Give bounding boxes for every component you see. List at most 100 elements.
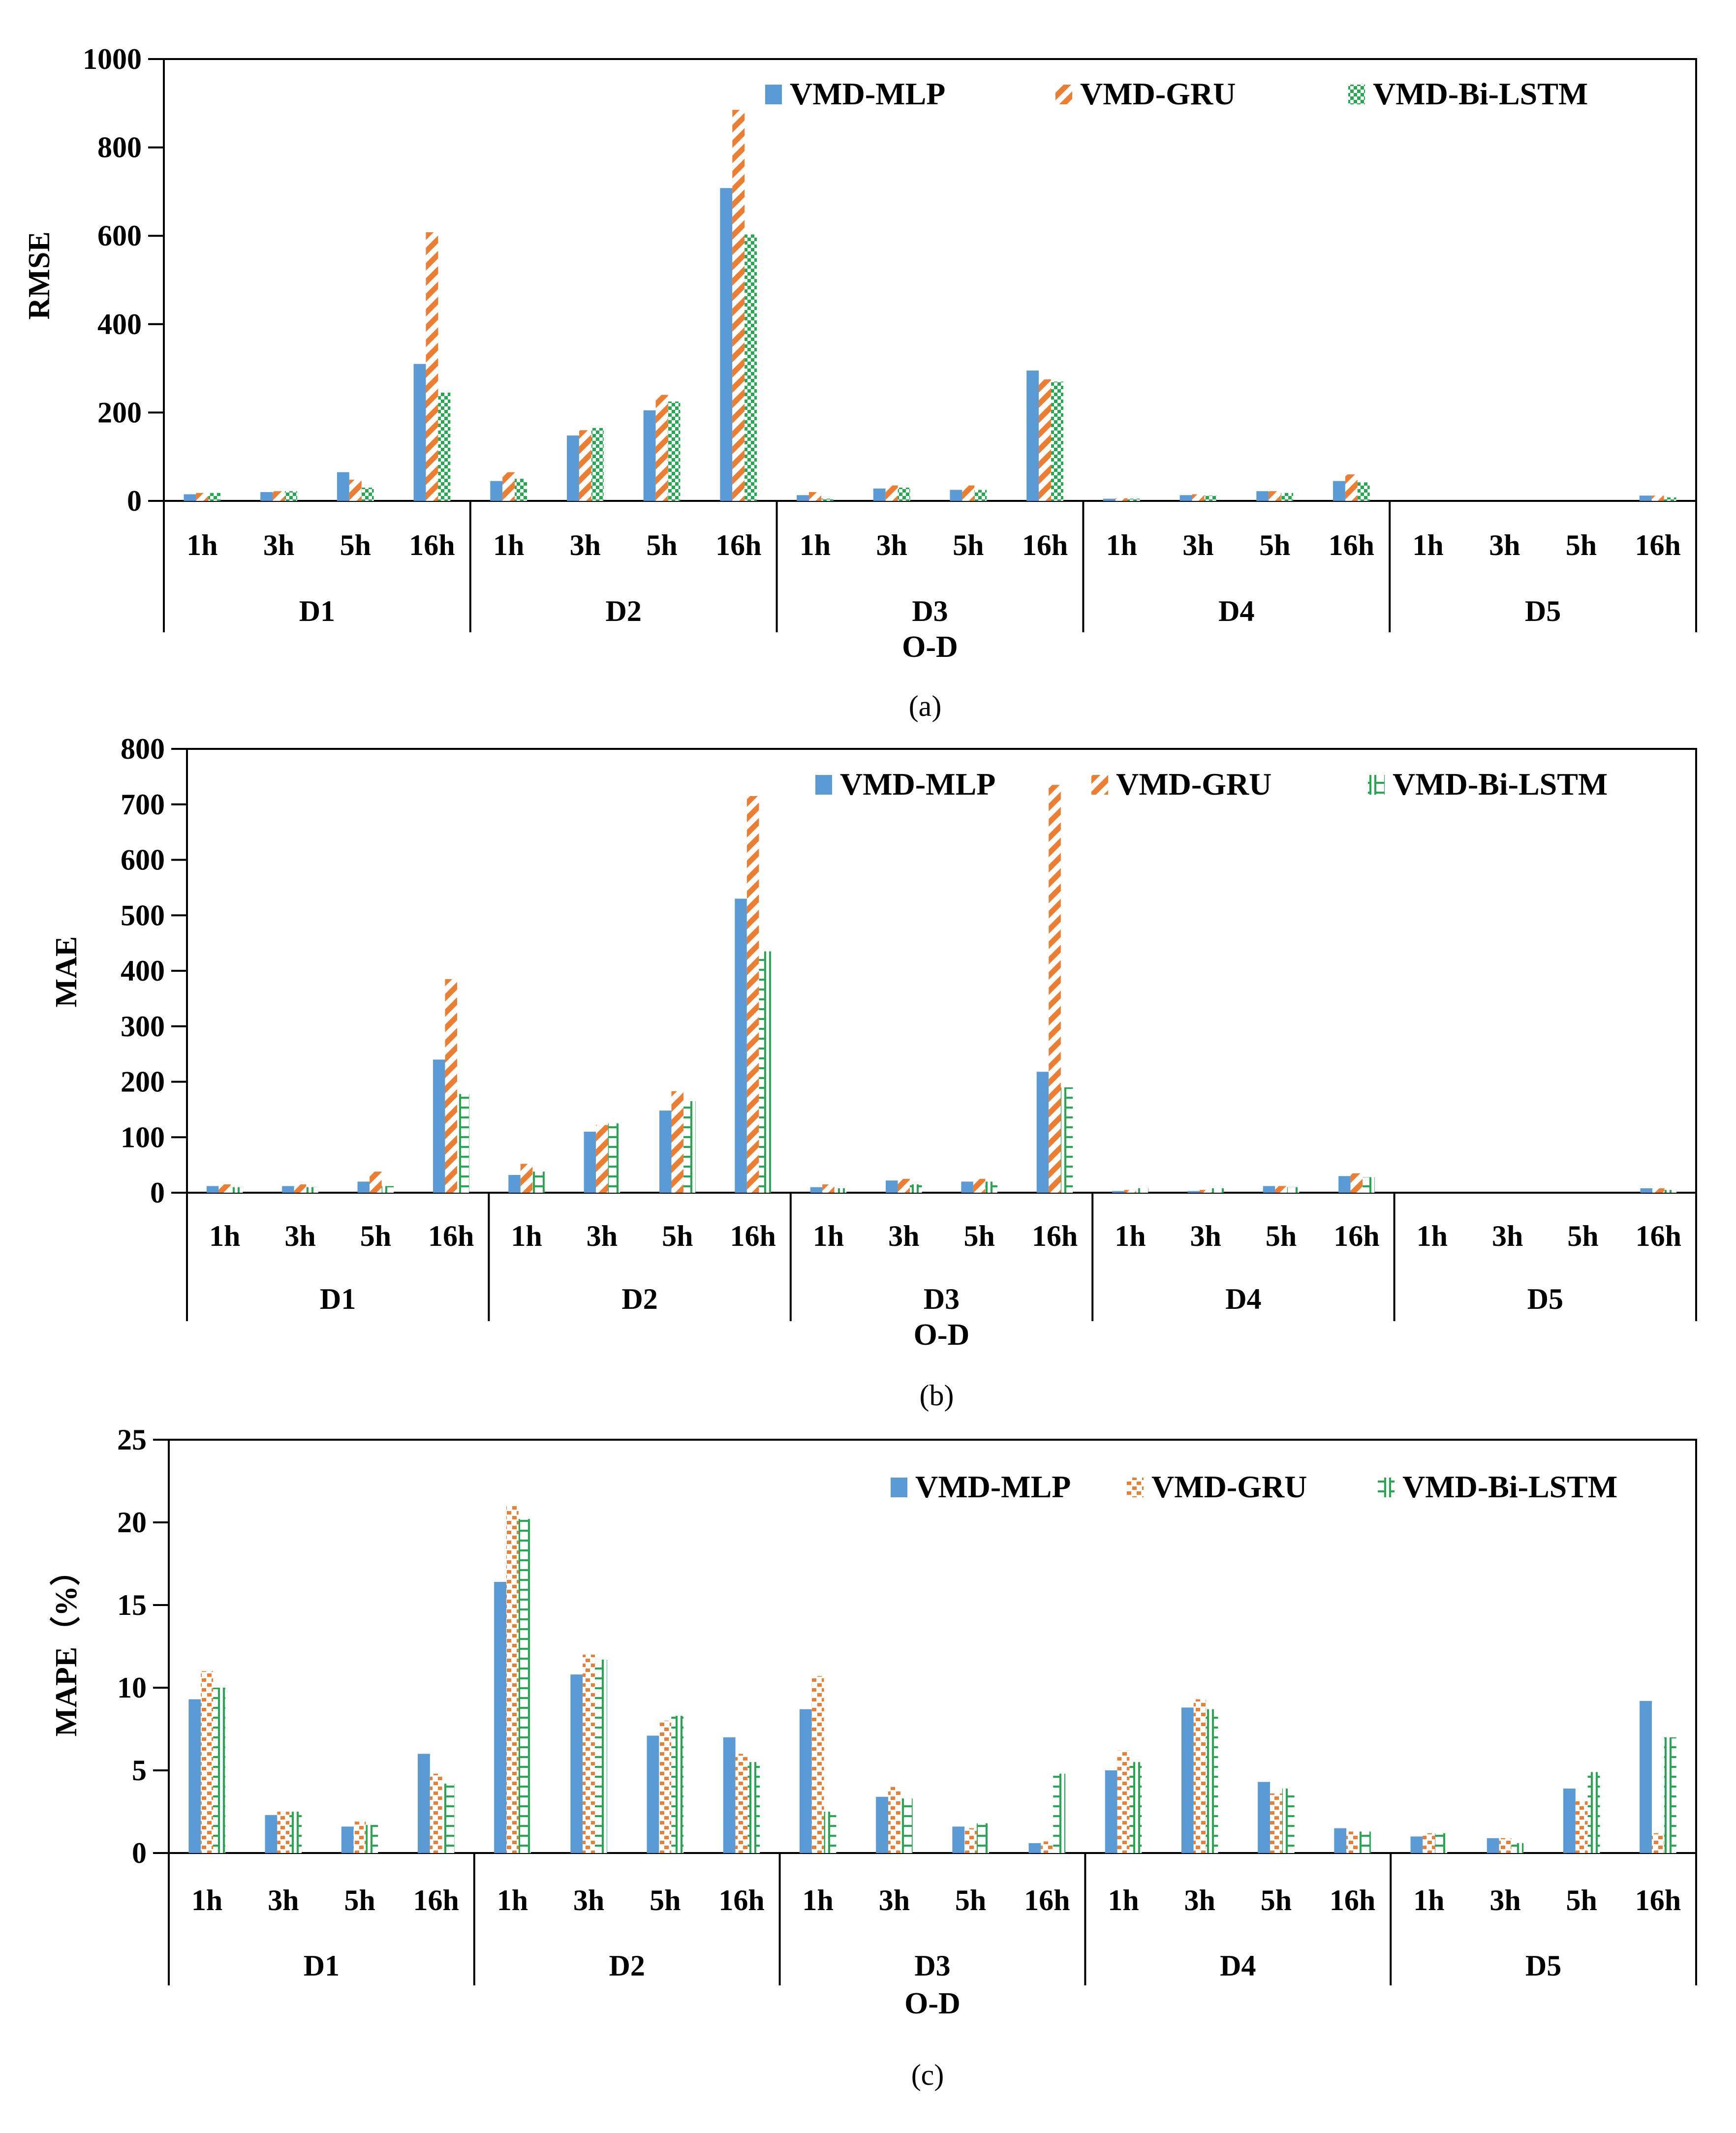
horizon-label: 5h	[1566, 529, 1597, 561]
bar-vmd-gru-d2-16h	[746, 796, 759, 1193]
y-tick-label: 200	[97, 396, 142, 429]
horizon-label: 16h	[1333, 1220, 1379, 1252]
od-group-label: D3	[914, 1949, 950, 1982]
bar-vmd-bi-lstm-d1-16h	[442, 1783, 455, 1853]
bar-vmd-bi-lstm-d3-16h	[1053, 1773, 1066, 1853]
bar-vmd-bi-lstm-d1-5h	[361, 488, 374, 501]
horizon-label: 1h	[186, 529, 217, 561]
od-group-label: D2	[606, 595, 642, 627]
bar-vmd-bi-lstm-d5-16h	[1664, 1190, 1677, 1193]
y-tick-label: 0	[150, 1176, 165, 1209]
od-group-label: D3	[912, 595, 948, 627]
bar-vmd-gru-d2-16h	[735, 1754, 748, 1853]
od-group-label: D4	[1225, 1283, 1261, 1315]
bar-vmd-bi-lstm-d3-1h	[824, 1812, 837, 1853]
horizon-label: 16h	[718, 1884, 764, 1917]
legend-label: VMD-GRU	[1080, 76, 1236, 111]
legend-label: VMD-MLP	[915, 1469, 1071, 1504]
bar-vmd-gru-d2-1h	[502, 472, 515, 501]
bar-vmd-gru-d2-5h	[655, 395, 668, 501]
bar-vmd-gru-d1-1h	[218, 1184, 231, 1193]
bar-vmd-mlp-d3-5h	[952, 1826, 965, 1853]
bar-vmd-mlp-d2-3h	[570, 1674, 583, 1853]
bar-vmd-gru-d4-5h	[1269, 491, 1281, 501]
horizon-label: 3h	[1489, 529, 1520, 561]
horizon-label: 5h	[1567, 1220, 1598, 1252]
horizon-label: 3h	[573, 1884, 604, 1917]
legend-swatch-vmd-gru	[1055, 85, 1072, 104]
bar-vmd-gru-d1-3h	[273, 491, 285, 501]
y-axis-title: RMSE	[23, 231, 56, 319]
horizon-label: 16h	[1032, 1220, 1078, 1252]
bar-vmd-bi-lstm-d1-5h	[366, 1824, 378, 1853]
bar-vmd-bi-lstm-d5-5h	[1587, 1772, 1600, 1853]
horizon-label: 3h	[1184, 1884, 1215, 1917]
bar-vmd-bi-lstm-d4-5h	[1287, 1187, 1300, 1193]
bar-vmd-bi-lstm-d4-3h	[1204, 495, 1217, 501]
horizon-label: 16h	[413, 1884, 459, 1917]
bar-vmd-mlp-d1-16h	[417, 1754, 430, 1853]
bar-vmd-mlp-d3-5h	[961, 1181, 973, 1193]
bar-vmd-mlp-d2-1h	[508, 1175, 521, 1193]
bar-vmd-gru-d2-5h	[659, 1721, 672, 1853]
horizon-label: 1h	[209, 1220, 240, 1252]
bar-vmd-mlp-d2-1h	[494, 1581, 506, 1853]
bar-vmd-mlp-d4-3h	[1181, 1707, 1194, 1853]
horizon-label: 5h	[953, 529, 984, 561]
y-tick-label: 400	[97, 308, 142, 340]
horizon-label: 3h	[1489, 1884, 1520, 1917]
bar-vmd-gru-d2-1h	[520, 1164, 533, 1193]
bar-vmd-mlp-d3-3h	[886, 1180, 898, 1193]
bar-vmd-bi-lstm-d4-3h	[1211, 1188, 1224, 1193]
bar-vmd-bi-lstm-d1-16h	[457, 1094, 469, 1193]
horizon-label: 16h	[1024, 1884, 1070, 1917]
bar-vmd-gru-d3-1h	[822, 1184, 835, 1193]
bar-vmd-bi-lstm-d2-1h	[518, 1519, 531, 1853]
bar-vmd-gru-d4-5h	[1275, 1186, 1287, 1193]
legend-label: VMD-Bi-LSTM	[1373, 76, 1588, 111]
bar-vmd-bi-lstm-d4-3h	[1206, 1709, 1218, 1853]
x-axis-title: O-D	[902, 630, 958, 664]
od-group-label: D5	[1527, 1283, 1563, 1315]
horizon-label: 16h	[428, 1220, 474, 1252]
bar-vmd-gru-d4-3h	[1192, 494, 1205, 501]
bar-vmd-mlp-d5-16h	[1639, 495, 1652, 501]
bar-vmd-mlp-d3-16h	[1028, 1843, 1041, 1853]
bar-vmd-gru-d1-1h	[196, 493, 209, 501]
bar-vmd-mlp-d3-16h	[1036, 1072, 1049, 1193]
legend-label: VMD-MLP	[790, 76, 945, 111]
y-tick-label: 25	[117, 1423, 147, 1456]
y-tick-label: 1000	[83, 43, 142, 75]
y-tick-label: 500	[121, 899, 165, 931]
bar-vmd-mlp-d3-5h	[950, 490, 962, 501]
bar-vmd-gru-d4-1h	[1124, 1190, 1137, 1193]
horizon-label: 5h	[662, 1220, 693, 1252]
bar-vmd-gru-d4-16h	[1345, 474, 1358, 501]
horizon-label: 16h	[1330, 1884, 1375, 1917]
bar-vmd-gru-d2-5h	[671, 1091, 684, 1193]
bar-vmd-mlp-d5-16h	[1640, 1700, 1652, 1853]
horizon-label: 3h	[570, 529, 601, 561]
bar-vmd-bi-lstm-d2-1h	[532, 1172, 545, 1193]
horizon-label: 5h	[344, 1884, 375, 1917]
y-tick-label: 15	[117, 1589, 147, 1621]
bar-vmd-gru-d1-16h	[430, 1773, 442, 1853]
bar-vmd-mlp-d1-3h	[282, 1186, 294, 1193]
y-tick-label: 100	[121, 1121, 165, 1153]
bar-vmd-mlp-d2-3h	[566, 435, 579, 501]
bar-vmd-mlp-d4-5h	[1258, 1782, 1270, 1853]
bar-vmd-bi-lstm-d3-3h	[898, 488, 910, 501]
bar-vmd-gru-d5-16h	[1652, 1188, 1665, 1193]
bar-vmd-bi-lstm-d2-3h	[608, 1123, 620, 1193]
mape-chart-panel: 0 5 10 15 20 25 MAPE（%） D1 1h 3h 5h 16h D2 1h 3h 5h 16h D…	[49, 1423, 1697, 2091]
od-group-label: D1	[299, 595, 335, 627]
bar-vmd-gru-d1-16h	[426, 232, 438, 501]
y-tick-label: 400	[121, 955, 165, 987]
bar-vmd-gru-d3-5h	[962, 485, 975, 501]
y-tick-label: 10	[117, 1671, 147, 1704]
bar-vmd-mlp-d3-3h	[876, 1796, 888, 1853]
legend-swatch-vmd-mlp	[765, 85, 782, 104]
bar-vmd-gru-d4-1h	[1117, 1750, 1130, 1853]
bar-vmd-gru-d3-16h	[1041, 1841, 1054, 1853]
bar-vmd-bi-lstm-d5-3h	[1511, 1843, 1524, 1853]
